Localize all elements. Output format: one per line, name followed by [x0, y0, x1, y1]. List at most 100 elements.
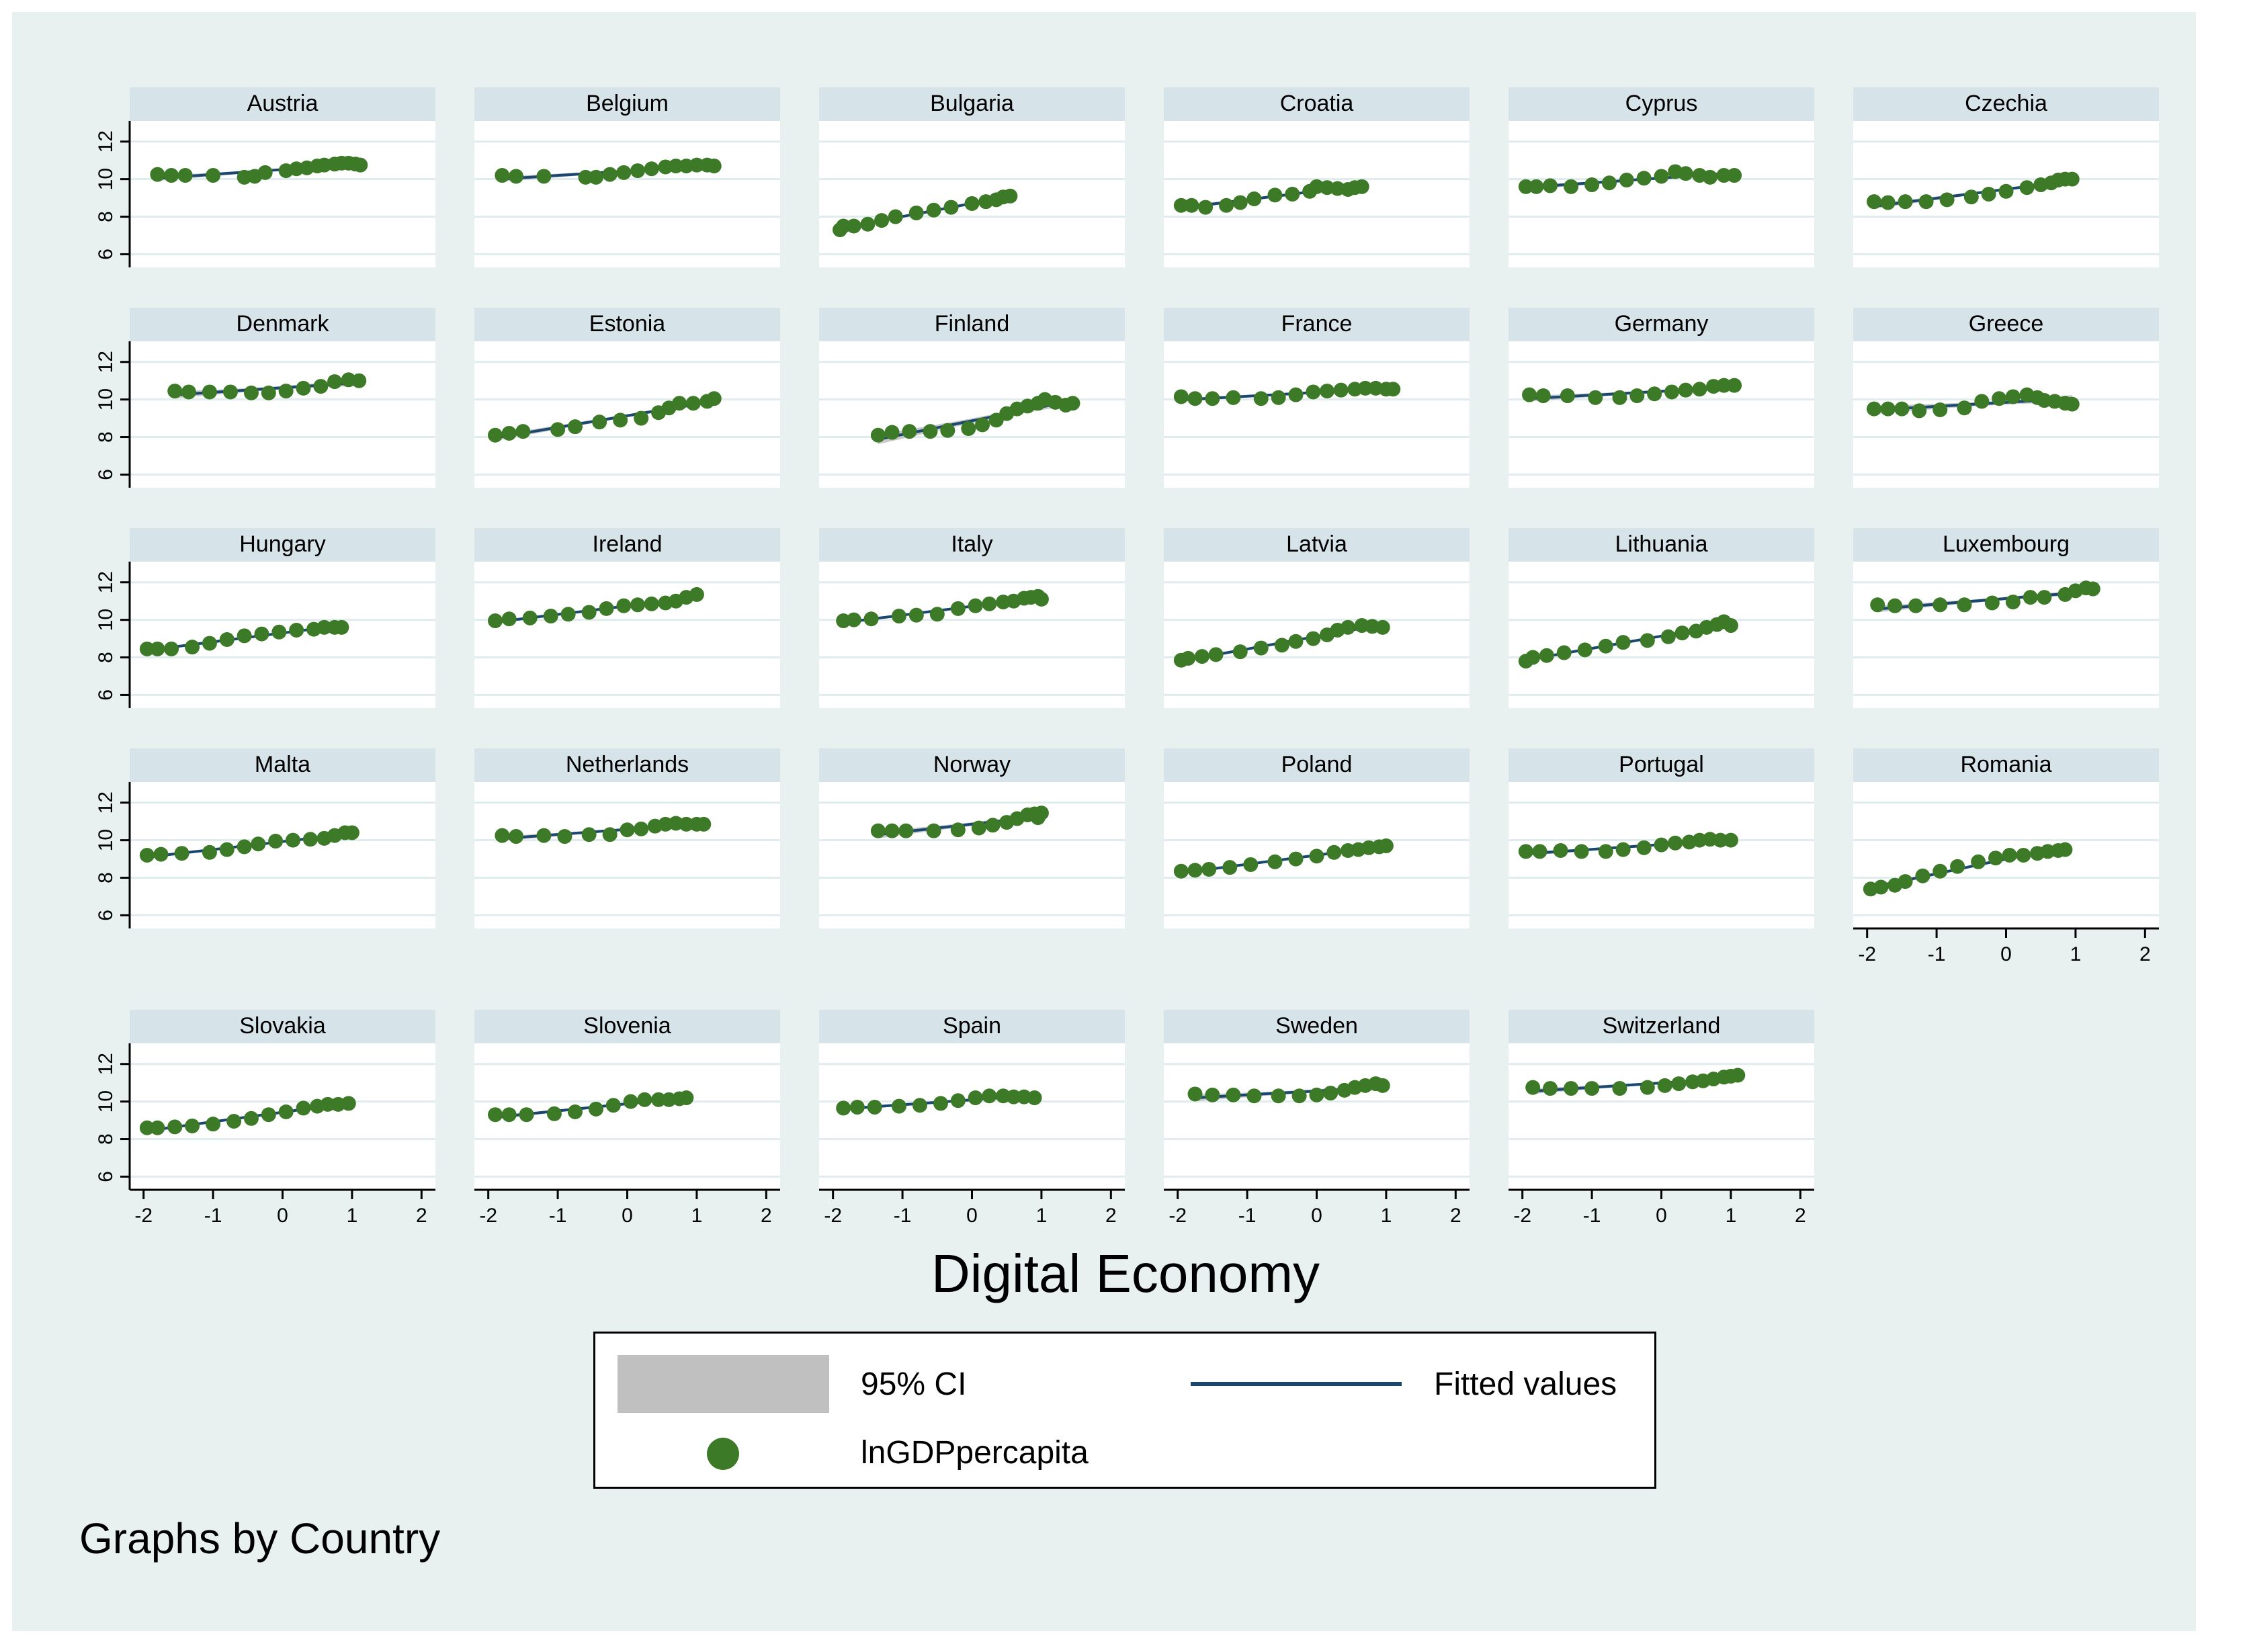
- y-tick-label: 12: [95, 571, 117, 593]
- panel-title: Latvia: [1286, 531, 1347, 557]
- data-point: [1375, 619, 1390, 635]
- data-point: [926, 823, 941, 838]
- data-point: [940, 423, 955, 438]
- data-point: [501, 611, 517, 627]
- data-point: [1612, 1081, 1627, 1096]
- data-point: [1306, 631, 1321, 646]
- panel-france: France: [1164, 308, 1470, 488]
- data-point: [1201, 861, 1217, 877]
- data-point: [637, 1092, 652, 1107]
- x-tick-label: 1: [2070, 943, 2082, 965]
- data-point: [139, 1120, 155, 1135]
- panel-title: Slovakia: [239, 1013, 326, 1039]
- data-point: [1306, 384, 1321, 400]
- data-point: [620, 822, 635, 838]
- panel-title: Hungary: [239, 531, 326, 557]
- data-point: [685, 396, 701, 411]
- data-point: [923, 424, 938, 439]
- data-point: [891, 609, 906, 624]
- data-point: [1285, 187, 1300, 202]
- data-point: [268, 834, 284, 849]
- data-point: [1873, 879, 1889, 895]
- data-point: [884, 823, 900, 838]
- legend: 95% CI Fitted values lnGDPpercapita: [593, 1332, 1656, 1489]
- data-point: [689, 157, 704, 173]
- data-point: [237, 628, 252, 644]
- panel-strip: [1164, 528, 1470, 562]
- data-point: [334, 619, 349, 635]
- data-point: [943, 200, 959, 215]
- data-point: [926, 202, 941, 218]
- plot-area: [819, 562, 1125, 708]
- data-point: [588, 169, 603, 185]
- panel-title: Switzerland: [1603, 1013, 1721, 1039]
- data-point: [1984, 595, 2000, 611]
- y-tick-label: 10: [95, 168, 117, 190]
- data-point: [1198, 200, 1214, 215]
- data-point: [2002, 848, 2017, 863]
- panel-strip: [130, 528, 435, 562]
- plot-area: [1509, 121, 1814, 267]
- plot-area: [474, 782, 780, 928]
- data-point: [1615, 842, 1631, 857]
- data-point: [1525, 1080, 1541, 1095]
- panel-title: Finland: [935, 311, 1010, 337]
- data-point: [2005, 595, 2021, 610]
- data-point: [1006, 1089, 1021, 1104]
- data-point: [257, 165, 273, 180]
- data-point: [644, 161, 659, 177]
- x-tick-label: 2: [1795, 1205, 1806, 1227]
- data-point: [1723, 618, 1738, 634]
- data-point: [891, 1098, 906, 1114]
- y-tick-label: 8: [95, 652, 117, 663]
- panel-strip: [1509, 87, 1814, 121]
- data-point: [164, 168, 179, 183]
- data-point: [1246, 191, 1262, 206]
- data-point: [902, 424, 917, 439]
- data-point: [2023, 590, 2038, 605]
- data-point: [1664, 384, 1680, 400]
- data-point: [1939, 192, 1955, 208]
- data-point: [1894, 401, 1910, 417]
- data-point: [1678, 382, 1693, 398]
- data-point: [644, 596, 659, 611]
- data-point: [1232, 195, 1248, 210]
- data-point: [501, 1107, 517, 1123]
- data-point: [1173, 863, 1189, 879]
- data-point: [509, 829, 524, 844]
- panel-finland: Finland: [819, 308, 1125, 488]
- data-point: [975, 417, 990, 433]
- data-point: [278, 384, 294, 399]
- data-point: [202, 636, 217, 651]
- data-point: [1564, 179, 1579, 194]
- data-point: [581, 605, 597, 620]
- data-point: [1553, 843, 1568, 859]
- data-point: [1692, 382, 1707, 397]
- data-point: [185, 1118, 200, 1133]
- panel-strip: [1164, 308, 1470, 341]
- panel-title: Malta: [255, 752, 310, 777]
- panel-strip: [474, 1010, 780, 1043]
- data-point: [1184, 198, 1199, 213]
- data-point: [1309, 849, 1324, 864]
- data-point: [1205, 391, 1220, 406]
- data-point: [567, 419, 583, 435]
- data-point: [1998, 183, 2014, 199]
- legend-fit-label: Fitted values: [1434, 1366, 1617, 1402]
- panel-strip: [1509, 1010, 1814, 1043]
- panel-latvia: Latvia: [1164, 528, 1470, 708]
- data-point: [1671, 1076, 1687, 1092]
- data-point: [1957, 597, 1972, 613]
- data-point: [1173, 389, 1189, 404]
- data-point: [153, 846, 169, 862]
- data-point: [139, 848, 155, 863]
- data-point: [679, 816, 694, 832]
- panel-switzerland: Switzerland -2 -1 0 1 2: [1509, 1010, 1814, 1227]
- data-point: [1867, 401, 1882, 417]
- data-point: [261, 1107, 276, 1123]
- data-point: [1003, 188, 1018, 204]
- data-point: [1668, 835, 1683, 851]
- panel-poland: Poland: [1164, 748, 1470, 928]
- data-point: [1898, 874, 1913, 889]
